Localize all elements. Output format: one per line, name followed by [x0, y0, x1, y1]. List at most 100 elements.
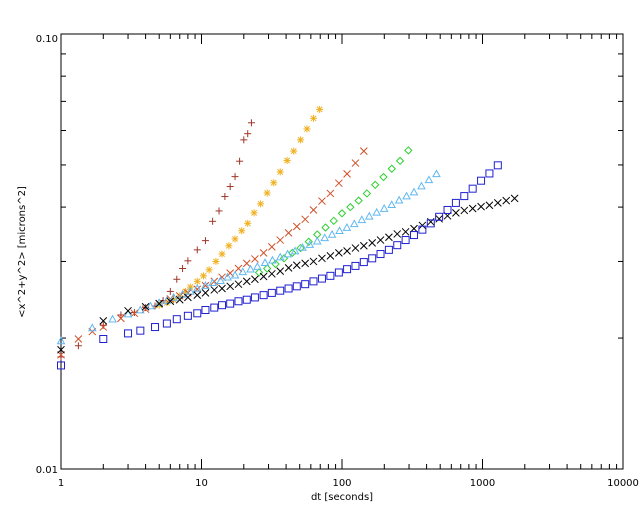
data-point: [130, 309, 139, 318]
marker-shape: [387, 200, 397, 209]
marker-shape: [87, 323, 97, 332]
data-point: [209, 217, 217, 225]
marker-shape: [216, 276, 225, 284]
data-point: [346, 202, 355, 212]
marker-stroke: [175, 295, 184, 304]
marker-shape: [435, 212, 444, 221]
marker-stroke: [359, 147, 368, 155]
data-point: [192, 283, 202, 292]
data-point: [401, 236, 410, 245]
marker-shape: [193, 309, 202, 318]
data-point: [212, 257, 220, 265]
marker-shape: [368, 254, 377, 263]
marker-shape: [162, 319, 171, 328]
x-tick-label: 10: [195, 478, 208, 489]
marker-shape: [432, 169, 441, 178]
data-point: [387, 164, 396, 173]
marker-shape: [250, 293, 259, 302]
data-point: [426, 219, 435, 228]
data-point: [290, 147, 298, 155]
data-point: [410, 224, 418, 233]
marker-shape: [208, 278, 217, 287]
data-point: [141, 302, 150, 311]
data-point: [435, 214, 443, 223]
marker-shape: [443, 205, 452, 214]
marker-shape: [409, 187, 419, 196]
marker-shape: [460, 192, 469, 201]
data-point: [123, 309, 133, 318]
data-point: [292, 261, 301, 270]
marker-stroke: [99, 323, 108, 331]
y-tick-label: 0.01: [36, 465, 58, 476]
marker-stroke: [141, 302, 150, 311]
marker-shape: [151, 323, 160, 332]
marker-stroke: [297, 136, 304, 143]
data-point: [184, 257, 192, 265]
data-point: [354, 196, 363, 205]
marker-stroke: [326, 252, 335, 260]
marker-stroke: [316, 106, 323, 113]
data-point: [298, 242, 307, 251]
data-point: [57, 361, 65, 370]
marker-shape: [56, 336, 66, 345]
marker-shape: [335, 226, 344, 235]
data-point: [276, 286, 285, 295]
marker-shape: [371, 180, 380, 190]
marker-stroke: [242, 277, 251, 286]
marker-shape: [283, 249, 292, 258]
data-point: [136, 326, 145, 335]
data-point: [362, 189, 372, 198]
marker-stroke: [410, 224, 418, 233]
data-point: [263, 189, 271, 197]
data-point: [417, 181, 426, 190]
data-point: [368, 239, 377, 247]
marker-shape: [379, 203, 389, 212]
marker-stroke: [277, 168, 284, 175]
data-point: [226, 282, 235, 291]
marker-shape: [329, 216, 338, 226]
data-point: [267, 269, 276, 278]
data-point: [326, 252, 335, 260]
marker-shape: [346, 202, 355, 212]
data-point: [485, 201, 494, 210]
data-point: [226, 299, 235, 308]
data-point: [236, 157, 244, 165]
data-point: [146, 301, 155, 310]
data-point: [201, 237, 209, 245]
marker-stroke: [251, 255, 259, 263]
data-point: [247, 119, 255, 127]
marker-shape: [387, 164, 396, 173]
data-point: [304, 237, 313, 246]
data-point: [201, 289, 210, 297]
x-tick-label: 1000: [470, 478, 495, 489]
marker-stroke: [510, 194, 519, 203]
data-point: [218, 284, 226, 293]
x-axis-tick-labels: 1 10 100 1000 10000: [58, 478, 639, 489]
data-point: [343, 247, 351, 255]
data-point: [260, 258, 270, 267]
marker-shape: [312, 236, 322, 245]
marker-stroke: [301, 215, 310, 224]
marker-shape: [267, 288, 276, 297]
data-point: [210, 303, 219, 312]
data-point: [253, 262, 262, 270]
marker-shape: [276, 286, 285, 295]
data-point: [337, 209, 347, 218]
data-point: [316, 105, 324, 113]
marker-shape: [384, 245, 393, 254]
marker-stroke: [477, 202, 485, 211]
data-point: [357, 215, 367, 224]
data-point: [225, 242, 233, 250]
marker-stroke: [259, 248, 268, 257]
marker-stroke: [251, 209, 258, 216]
data-point: [216, 276, 225, 284]
marker-shape: [342, 223, 352, 231]
marker-shape: [99, 334, 108, 343]
data-point: [250, 293, 259, 302]
marker-shape: [210, 303, 219, 312]
marker-shape: [246, 264, 255, 273]
marker-stroke: [276, 236, 285, 244]
data-point: [169, 292, 178, 301]
marker-stroke: [485, 201, 494, 210]
data-point: [379, 172, 388, 182]
